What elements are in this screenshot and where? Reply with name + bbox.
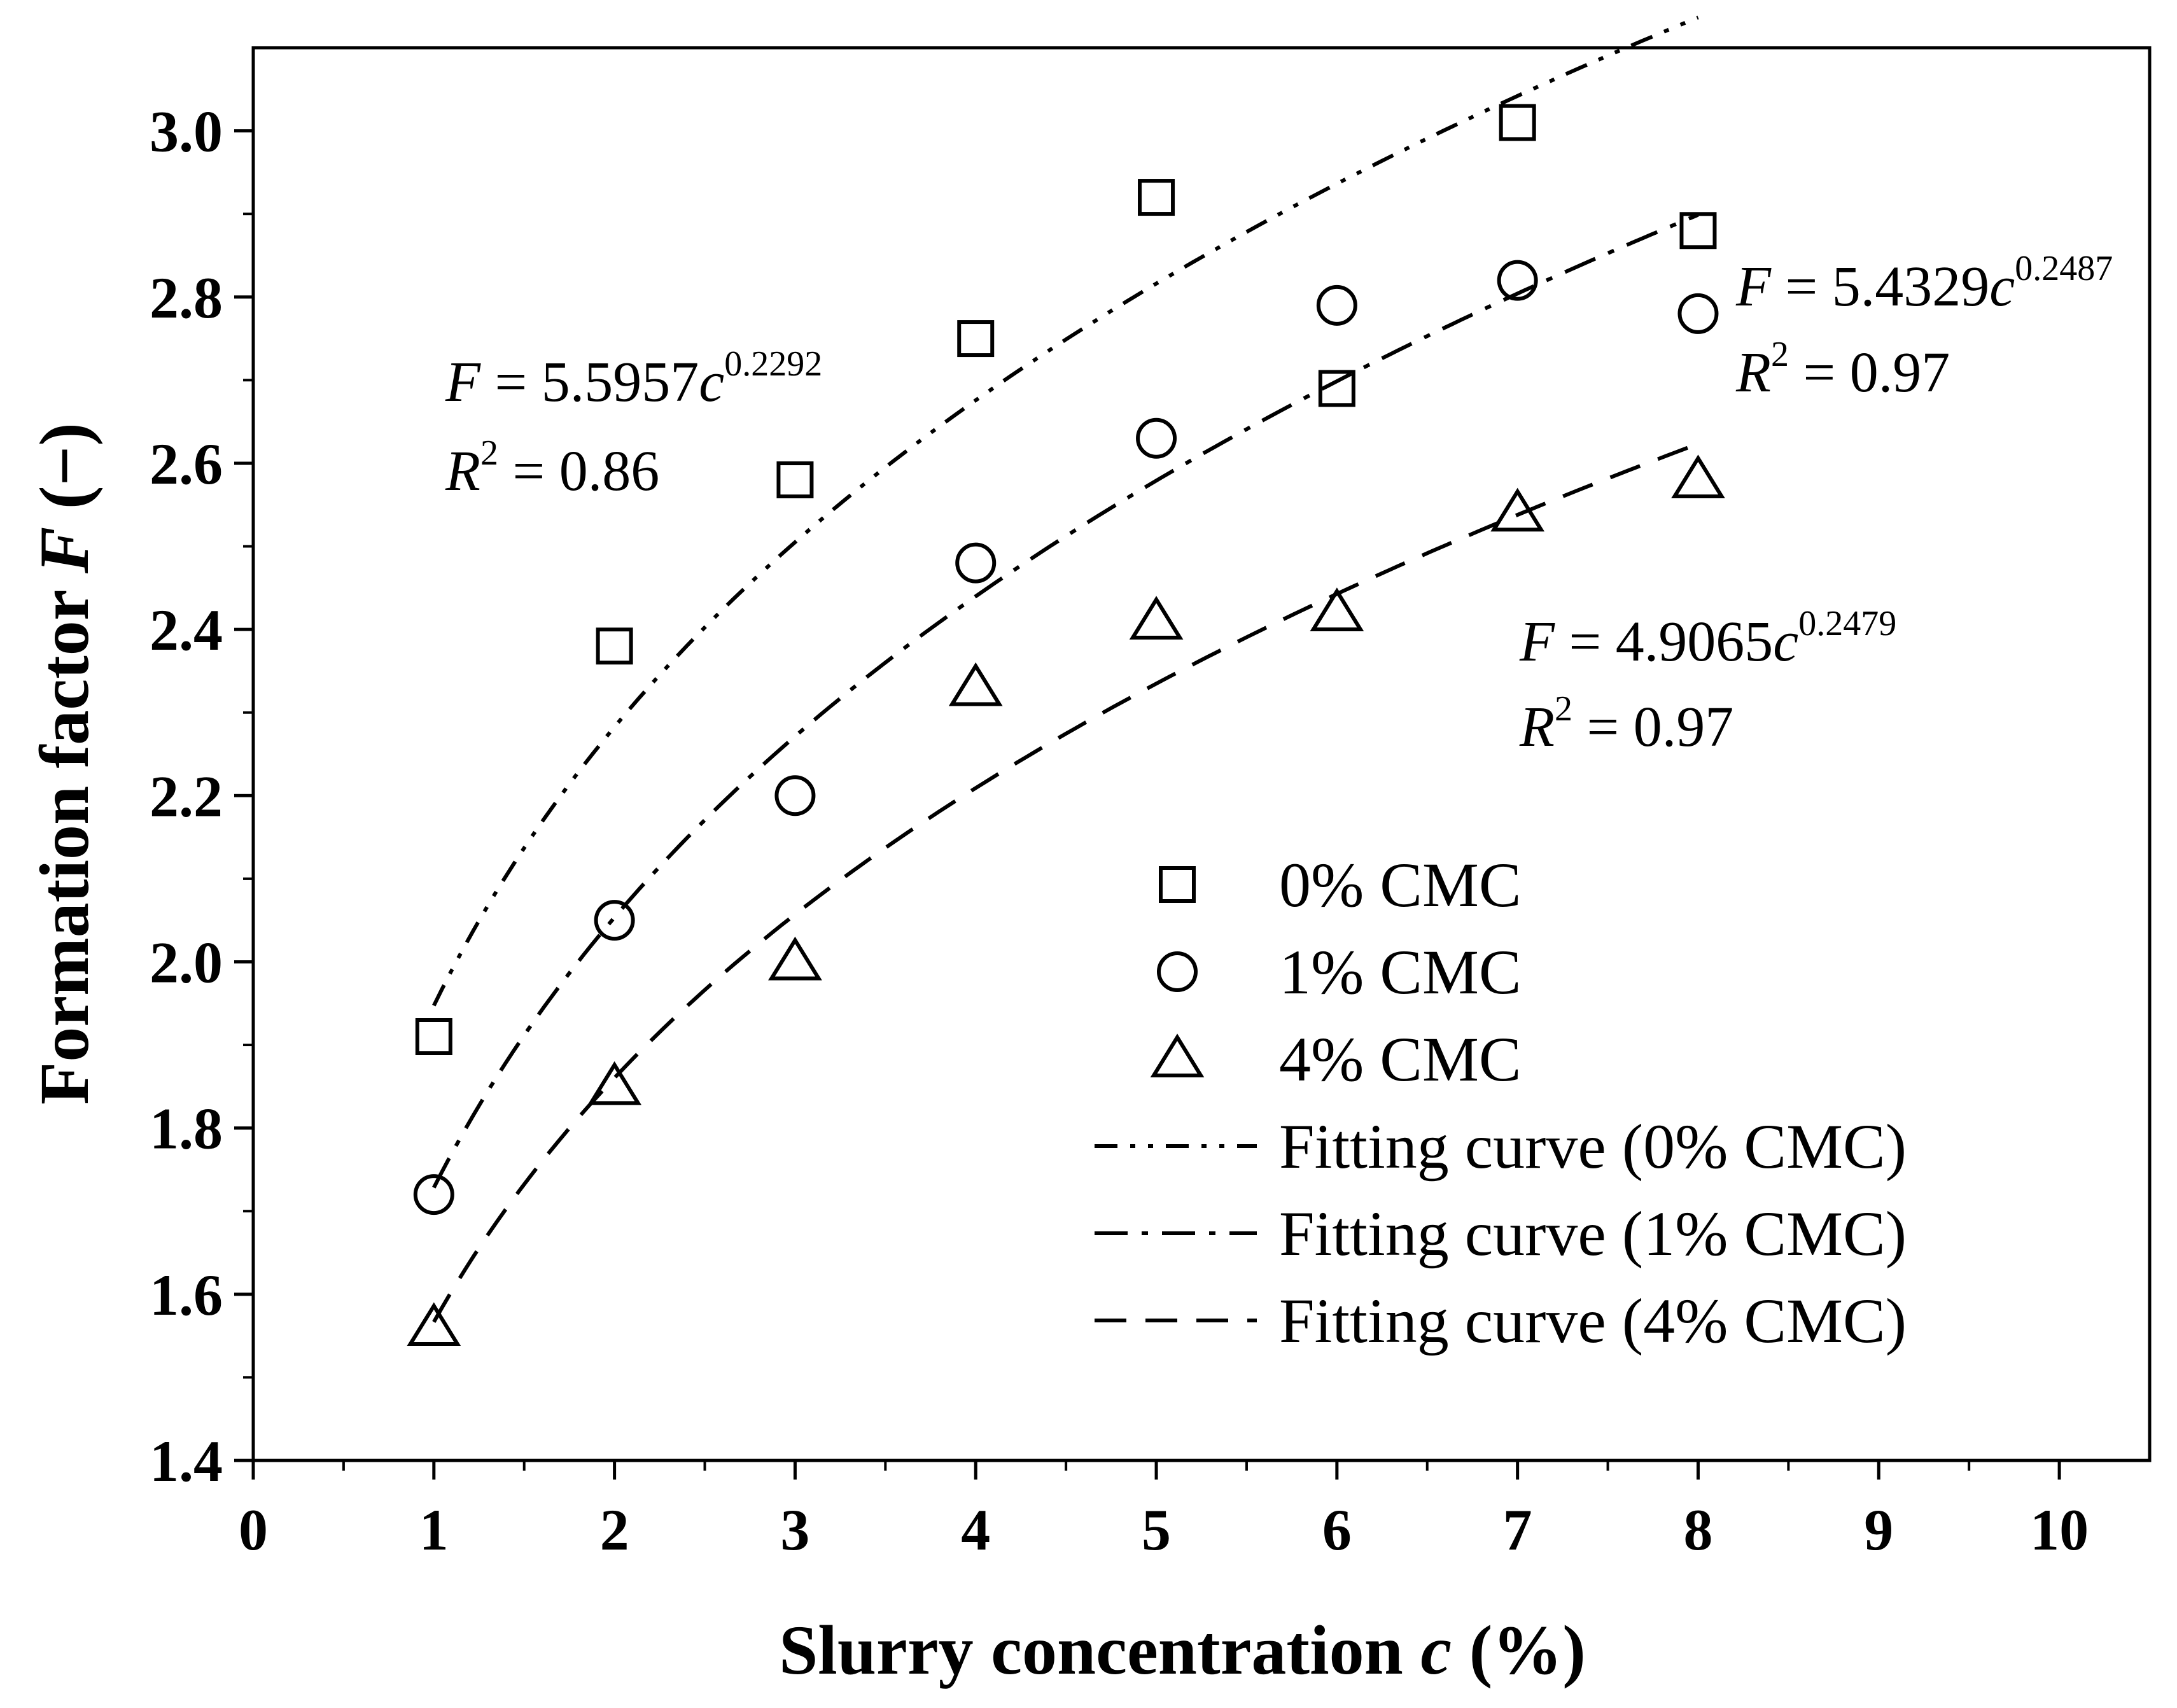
data-point-triangle-2 xyxy=(587,1061,641,1105)
data-point-square-7 xyxy=(1499,104,1536,141)
fit-curve-0 xyxy=(432,15,1699,1007)
data-point-circle-2 xyxy=(594,900,635,941)
legend-label-1: 1% CMC xyxy=(1279,937,1522,1007)
fit-curves xyxy=(432,15,1699,1323)
fit-r2-1pct: R2 = 0.97 xyxy=(1735,335,1950,404)
legend-label-3: Fitting curve (0% CMC) xyxy=(1279,1111,1907,1182)
x-tick-label-3: 3 xyxy=(780,1497,809,1562)
data-point-triangle-4 xyxy=(948,662,1003,706)
data-points xyxy=(407,104,1725,1347)
y-axis-title: Formation factor F (−) xyxy=(25,423,103,1105)
y-tick-label-1.4: 1.4 xyxy=(150,1429,223,1494)
data-point-square-8 xyxy=(1679,212,1717,249)
fit-equation-1pct: F = 5.4329c0.2487 xyxy=(1735,249,2113,318)
x-tick-label-7: 7 xyxy=(1503,1497,1532,1562)
x-tick-label-6: 6 xyxy=(1322,1497,1352,1562)
data-point-circle-5 xyxy=(1136,417,1177,459)
fit-equation-0pct: F = 5.5957c0.2292 xyxy=(445,344,822,414)
x-tick-label-1: 1 xyxy=(419,1497,449,1562)
y-tick-label-2.0: 2.0 xyxy=(150,930,223,995)
y-tick-label-1.6: 1.6 xyxy=(150,1263,223,1327)
data-point-circle-6 xyxy=(1316,284,1357,326)
y-tick-label-2.4: 2.4 xyxy=(150,598,223,662)
fit-r2-0pct: R2 = 0.86 xyxy=(445,433,659,503)
fit-annotations: F = 5.5957c0.2292 R2 = 0.86 F = 5.4329c0… xyxy=(445,249,2113,759)
data-point-square-5 xyxy=(1138,179,1175,216)
x-tick-label-2: 2 xyxy=(600,1497,629,1562)
x-tick-label-5: 5 xyxy=(1142,1497,1171,1562)
fit-curve-2 xyxy=(432,442,1699,1323)
data-point-square-2 xyxy=(596,627,633,665)
legend: 0% CMC 1% CMC 4% CMC Fitting curve (0% CMC)… xyxy=(1095,850,1907,1356)
data-point-circle-1 xyxy=(413,1174,454,1215)
data-point-triangle-5 xyxy=(1129,596,1184,640)
fit-curve-1 xyxy=(432,213,1699,1189)
data-point-circle-7 xyxy=(1497,260,1538,301)
data-point-triangle-1 xyxy=(407,1302,461,1347)
y-tick-label-2.6: 2.6 xyxy=(150,431,223,496)
data-point-square-1 xyxy=(415,1018,452,1055)
legend-label-0: 0% CMC xyxy=(1279,850,1522,920)
y-tick-label-1.8: 1.8 xyxy=(150,1096,223,1161)
data-point-circle-4 xyxy=(955,542,997,584)
axis-titles: Slurry concentration c (%) Formation fac… xyxy=(25,423,1586,1689)
legend-symbol-square xyxy=(1159,866,1196,903)
data-point-triangle-7 xyxy=(1490,487,1545,532)
x-tick-label-8: 8 xyxy=(1683,1497,1712,1562)
legend-label-2: 4% CMC xyxy=(1279,1024,1522,1095)
legend-symbol-circle xyxy=(1157,951,1198,992)
data-point-square-6 xyxy=(1318,370,1355,407)
x-tick-label-9: 9 xyxy=(1864,1497,1893,1562)
legend-symbol-triangle xyxy=(1150,1033,1205,1077)
y-tick-label-2.8: 2.8 xyxy=(150,265,223,330)
x-tick-label-4: 4 xyxy=(961,1497,990,1562)
data-point-square-3 xyxy=(776,461,814,499)
data-point-triangle-8 xyxy=(1671,454,1725,499)
y-tick-label-2.2: 2.2 xyxy=(150,764,223,829)
data-point-square-4 xyxy=(957,320,995,358)
x-tick-label-0: 0 xyxy=(239,1497,268,1562)
fit-equation-4pct: F = 4.9065c0.2479 xyxy=(1519,604,1896,673)
fit-r2-4pct: R2 = 0.97 xyxy=(1519,689,1733,759)
x-axis-title: Slurry concentration c (%) xyxy=(779,1611,1586,1689)
data-point-circle-8 xyxy=(1677,293,1719,334)
legend-label-5: Fitting curve (4% CMC) xyxy=(1279,1285,1907,1356)
data-point-triangle-6 xyxy=(1310,587,1364,631)
data-point-circle-3 xyxy=(774,775,816,816)
x-tick-label-10: 10 xyxy=(2030,1497,2089,1562)
axes: 0 1 2 3 4 5 6 7 8 9 10 1.4 1.6 1.8 2.0 2.2 2.4 2.6 2.8 3.0 xyxy=(150,46,2152,1562)
y-tick-label-3.0: 3.0 xyxy=(150,99,223,164)
legend-label-4: Fitting curve (1% CMC) xyxy=(1279,1198,1907,1269)
data-point-triangle-3 xyxy=(768,936,822,981)
plot-frame xyxy=(251,46,2152,1462)
